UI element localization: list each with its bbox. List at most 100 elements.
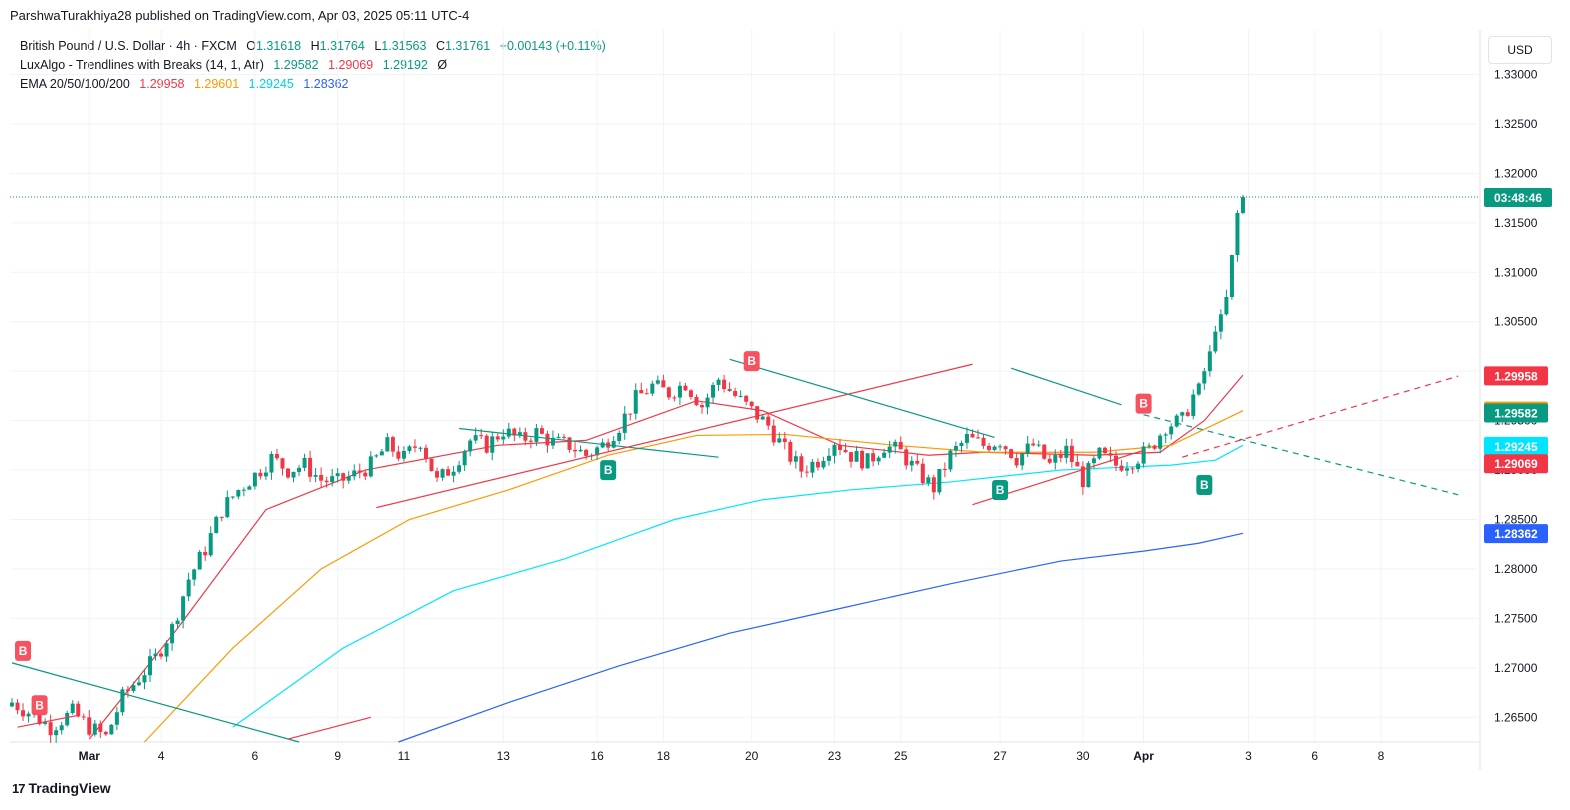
- price-axis[interactable]: 1.33000 1.32500 1.32000 1.31500 1.31000 1.305…: [1494, 68, 1538, 725]
- candlesticks: [10, 194, 1245, 743]
- price-tag-text: 1.29069: [1494, 457, 1538, 471]
- tradingview-brand: TradingView: [28, 780, 111, 796]
- tradingview-footer[interactable]: 17 TradingView: [12, 780, 111, 796]
- candle-body: [738, 395, 743, 397]
- candle-body: [727, 389, 732, 391]
- candle-body: [1075, 462, 1080, 467]
- candle-body: [931, 477, 936, 493]
- candle-body: [280, 458, 285, 469]
- candle-body: [164, 643, 169, 657]
- resistance-trendline: [459, 427, 719, 458]
- trendlines: [10, 196, 1478, 743]
- candle-body: [832, 444, 837, 456]
- symbol-legend: British Pound / U.S. Dollar · 4h · FXCM …: [20, 39, 612, 53]
- candle-body: [92, 723, 97, 735]
- ohlc-change: +0.00143 (+0.11%): [499, 39, 606, 53]
- symbol-name[interactable]: British Pound / U.S. Dollar · 4h · FXCM: [20, 39, 237, 53]
- candle-body: [203, 552, 208, 556]
- candle-body: [479, 435, 484, 437]
- countdown-tag: [1484, 188, 1552, 208]
- break-label-box: [31, 695, 48, 716]
- ema-label[interactable]: EMA 20/50/100/200: [20, 77, 130, 91]
- luxalgo-label[interactable]: LuxAlgo - Trendlines with Breaks (14, 1,…: [20, 58, 264, 72]
- candle-body: [468, 440, 473, 452]
- luxalgo-value-1: 1.29582: [273, 58, 319, 72]
- candle-body: [357, 470, 362, 473]
- candle-body: [1235, 212, 1240, 255]
- candle-body: [854, 450, 859, 462]
- candle-body: [865, 453, 870, 469]
- candle-body: [1191, 394, 1196, 416]
- break-label-bullish: B: [1196, 475, 1213, 495]
- candle-body: [1042, 444, 1047, 459]
- support-trendline: [17, 714, 79, 728]
- candle-body: [26, 713, 31, 717]
- candle-body: [1031, 443, 1036, 446]
- break-label-bullish: B: [600, 460, 617, 481]
- candle-body: [114, 712, 119, 725]
- candle-body: [297, 467, 302, 472]
- candle-body: [970, 433, 975, 438]
- candle-body: [241, 489, 246, 491]
- candle-body: [760, 416, 765, 420]
- x-tick-label: 8: [1378, 749, 1385, 763]
- candle-body: [181, 596, 186, 621]
- ema-100-value: 1.29245: [248, 77, 294, 91]
- ema-lines: [88, 374, 1244, 743]
- candle-body: [446, 469, 451, 476]
- time-axis[interactable]: Mar 4 6 9 11 13 16 18 20 23 25 27 30 Apr 3 6 8: [79, 749, 1385, 763]
- candle-body: [412, 446, 417, 448]
- candle-body: [1003, 446, 1008, 450]
- luxalgo-value-3: 1.29192: [382, 58, 428, 72]
- candle-body: [401, 450, 406, 459]
- candle-body: [700, 405, 704, 408]
- candle-body: [192, 569, 197, 580]
- x-tick-label: 25: [894, 749, 908, 763]
- candle-body: [501, 436, 506, 440]
- candle-body: [550, 437, 555, 446]
- candle-body: [1058, 455, 1063, 458]
- candle-body: [1213, 331, 1218, 352]
- candle-body: [694, 396, 699, 406]
- candle-body: [755, 406, 760, 420]
- candle-body: [473, 435, 478, 441]
- candle-body: [1202, 371, 1207, 384]
- candle-body: [1130, 468, 1135, 470]
- candle-body: [335, 473, 340, 477]
- candle-body: [159, 653, 164, 657]
- y-tick-label: 1.33000: [1494, 68, 1538, 82]
- break-label-box: [992, 479, 1009, 500]
- price-tag: [1484, 436, 1548, 456]
- ema-line: [144, 410, 1244, 743]
- candle-body: [782, 438, 787, 442]
- candle-body: [573, 449, 578, 452]
- candle-body: [1218, 314, 1223, 332]
- x-tick-label: 3: [1245, 749, 1252, 763]
- candle-body: [21, 710, 26, 717]
- candle-body: [109, 724, 114, 735]
- candle-body: [291, 471, 296, 478]
- candle-body: [1224, 297, 1229, 315]
- candle-body: [567, 437, 572, 450]
- candle-body: [810, 461, 815, 473]
- candle-body: [644, 393, 649, 395]
- candle-body: [677, 385, 682, 398]
- candle-body: [286, 468, 290, 478]
- candle-body: [733, 390, 738, 396]
- candle-body: [142, 675, 147, 683]
- price-tag: [1484, 366, 1548, 386]
- y-tick-label: 1.27500: [1494, 611, 1538, 625]
- candle-body: [639, 390, 644, 394]
- candle-body: [942, 468, 947, 470]
- candle-body: [429, 458, 434, 472]
- candle-body: [1097, 447, 1102, 459]
- candle-body: [1020, 453, 1025, 466]
- currency-button[interactable]: USD: [1488, 36, 1552, 64]
- candle-body: [1025, 443, 1030, 454]
- break-label-bullish: B: [992, 479, 1009, 500]
- candle-body: [269, 453, 274, 473]
- candle-body: [898, 441, 903, 450]
- candle-body: [672, 397, 677, 399]
- candle-body: [981, 437, 986, 446]
